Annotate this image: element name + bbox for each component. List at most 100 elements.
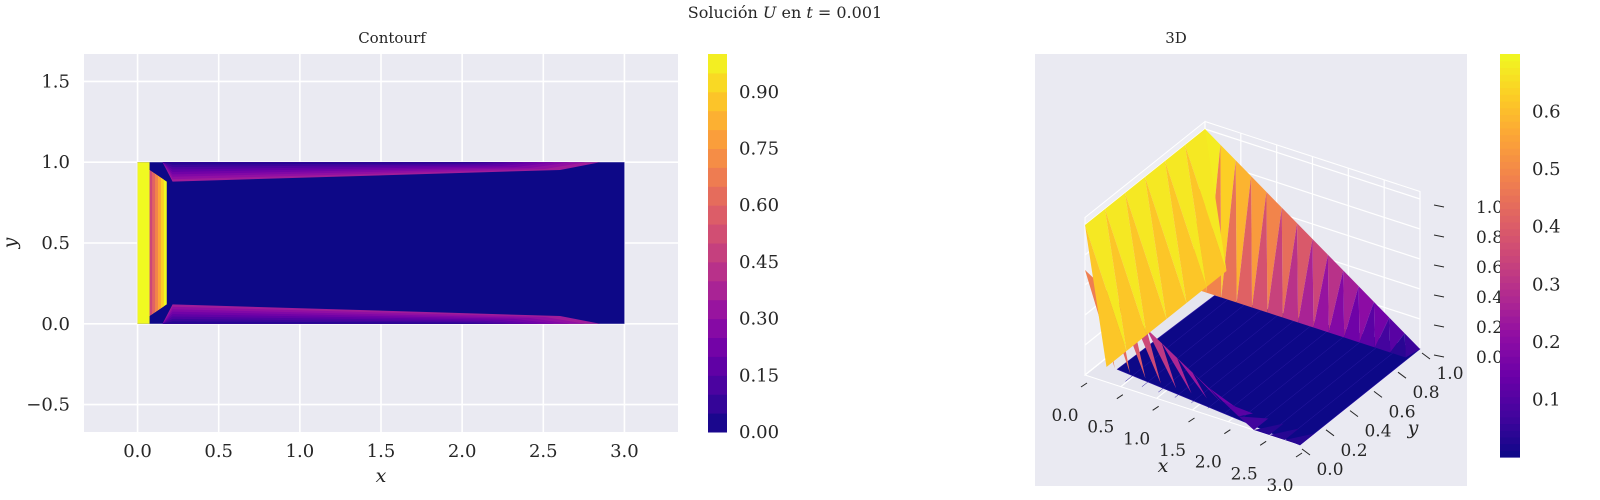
- contourf-colorbar-level: [708, 261, 727, 282]
- surface3d-colorbar-segment: [1500, 289, 1520, 297]
- surface3d-z-tick: [1433, 324, 1445, 328]
- surface3d-colorbar-segment: [1500, 376, 1520, 384]
- surface3d-colorbar-segment: [1500, 389, 1520, 398]
- surface3d-colorbar-segment: [1500, 141, 1520, 149]
- surface3d-x-label: x: [1158, 455, 1169, 477]
- contourf-left-boundary: [137, 162, 150, 324]
- surface3d-x-tick: [1295, 452, 1303, 458]
- surface3d-x-tick: [1152, 405, 1159, 411]
- surface3d-colorbar-segment: [1500, 188, 1520, 196]
- contourf-colorbar-tick-label: 0.00: [739, 422, 779, 443]
- surface3d-colorbar-segment: [1500, 181, 1520, 189]
- surface3d-z-tick: [1433, 354, 1445, 358]
- surface3d-x-tick-label: 1.0: [1123, 429, 1150, 449]
- contourf-colorbar-level: [708, 375, 727, 395]
- surface3d-x-tick: [1116, 394, 1124, 400]
- contourf-y-tick-label: −0.5: [26, 395, 70, 416]
- surface3d-colorbar-tick-label: 0.4: [1532, 217, 1561, 238]
- surface3d-back-spike: [1312, 239, 1328, 328]
- surface3d-back-spike: [1281, 207, 1298, 318]
- surface3d-z-tick-label: 0.2: [1476, 318, 1503, 338]
- surface3d-colorbar-segment: [1500, 275, 1520, 283]
- surface3d-colorbar-segment: [1500, 195, 1520, 203]
- surface3d-left-face: [1165, 145, 1207, 287]
- surface3d-back-spike: [1252, 191, 1268, 313]
- contourf-colorbar-level: [708, 186, 727, 206]
- surface3d-left-face: [1085, 209, 1127, 351]
- surface3d-colorbar-segment: [1500, 255, 1520, 263]
- surface3d-back-spike: [1236, 176, 1252, 308]
- contourf-colorbar-level: [708, 224, 727, 244]
- contourf-y-label: y: [0, 237, 21, 249]
- surface3d-x-tick: [1224, 429, 1231, 435]
- surface3d-colorbar-segment: [1500, 336, 1520, 344]
- surface3d-colorbar-segment: [1500, 315, 1520, 324]
- surface3d-back-spike: [1235, 160, 1252, 303]
- surface3d-back-spike: [1251, 176, 1267, 308]
- surface3d-colorbar-segment: [1500, 409, 1520, 418]
- surface3d-colorbar-segment: [1500, 268, 1520, 277]
- surface3d-colorbar-tick-label: 0.5: [1532, 159, 1561, 180]
- surface3d-axes: 3D 0.00.51.01.52.02.53.00.00.20.40.60.81…: [1035, 29, 1503, 496]
- contourf-y-tick-label: 1.0: [41, 152, 70, 173]
- surface3d-back-spike: [1313, 254, 1329, 333]
- surface3d-mesh-edge: [1290, 348, 1399, 436]
- surface3d-front-spike: [1269, 428, 1299, 440]
- figure-suptitle: Solución U en t = 0.001: [688, 3, 882, 22]
- surface3d-colorbar-segment: [1500, 349, 1520, 357]
- surface3d-title: 3D: [1165, 29, 1187, 47]
- surface3d-colorbar-segment: [1500, 309, 1520, 317]
- surface3d-colorbar-segment: [1500, 228, 1520, 236]
- contourf-title: Contourf: [358, 29, 427, 47]
- surface3d-front-spike: [1146, 328, 1177, 389]
- surface3d-colorbar-segment: [1500, 430, 1520, 438]
- surface3d-x-tick-label: 2.0: [1195, 453, 1222, 473]
- surface3d-x-tick: [1188, 417, 1195, 423]
- surface3d-y-tick: [1349, 410, 1359, 418]
- surface3d-front-spike: [1207, 387, 1238, 409]
- contourf-colorbar-tick-label: 0.45: [739, 252, 779, 273]
- surface3d-z-tick: [1433, 264, 1445, 268]
- surface3d-ticks: 0.00.51.01.52.02.53.00.00.20.40.60.81.00…: [1051, 198, 1503, 496]
- surface3d-mesh-edge: [1174, 310, 1284, 398]
- surface3d-left-face: [1085, 225, 1127, 367]
- surface3d-colorbar-segment: [1500, 403, 1520, 411]
- surface3d-y-label: y: [1407, 417, 1419, 439]
- surface3d-colorbar-segment: [1500, 168, 1520, 176]
- surface3d-left-face: [1105, 209, 1147, 351]
- contourf-x-tick-label: 0.0: [123, 441, 152, 462]
- surface3d-back-spike: [1389, 317, 1405, 353]
- surface3d-colorbar-segment: [1500, 101, 1520, 109]
- contourf-colorbar-tick-label: 0.90: [739, 82, 779, 103]
- surface3d-x-tick: [1080, 382, 1088, 388]
- contourf-bottom-band: [162, 321, 494, 324]
- surface3d-front-spike: [1192, 372, 1223, 404]
- surface3d-colorbar-segment: [1500, 235, 1520, 243]
- contourf-y-tick-label: 0.5: [41, 233, 70, 254]
- surface3d-colorbar-segment: [1500, 383, 1520, 391]
- contourf-x-tick-label: 2.0: [448, 441, 477, 462]
- surface3d-z-tick-label: 0.6: [1476, 258, 1503, 278]
- surface3d-colorbar-segment: [1500, 369, 1520, 377]
- contourf-x-tick-label: 0.5: [204, 441, 233, 462]
- surface3d-back-spike: [1343, 270, 1359, 338]
- surface3d-colorbar-segment: [1500, 416, 1520, 425]
- surface3d-colorbar-segment: [1500, 208, 1520, 216]
- contourf-colorbar-level: [708, 167, 727, 187]
- contourf-colorbar-level: [708, 54, 727, 74]
- contourf-colorbar-tick-label: 0.75: [739, 139, 779, 160]
- surface3d-mesh: [1085, 129, 1421, 446]
- surface3d-front-spike: [1238, 416, 1269, 430]
- contourf-x-tick-label: 1.0: [286, 441, 315, 462]
- contourf-axes: Contourf 0.0 0.5 1.0 1.5 2.0 2.5 3.0 −0.50.00.…: [0, 29, 678, 487]
- surface3d-z-tick: [1433, 294, 1445, 298]
- surface3d-back-spike: [1390, 333, 1406, 358]
- surface3d-colorbar-tick-label: 0.6: [1532, 102, 1561, 123]
- contourf-interior-region: [137, 162, 625, 324]
- surface3d-left-face: [1145, 177, 1187, 319]
- surface3d-z-tick: [1433, 204, 1445, 208]
- contourf-colorbar-level: [708, 243, 727, 263]
- surface3d-y-tick: [1373, 390, 1383, 398]
- contourf-colorbar-level: [708, 110, 727, 131]
